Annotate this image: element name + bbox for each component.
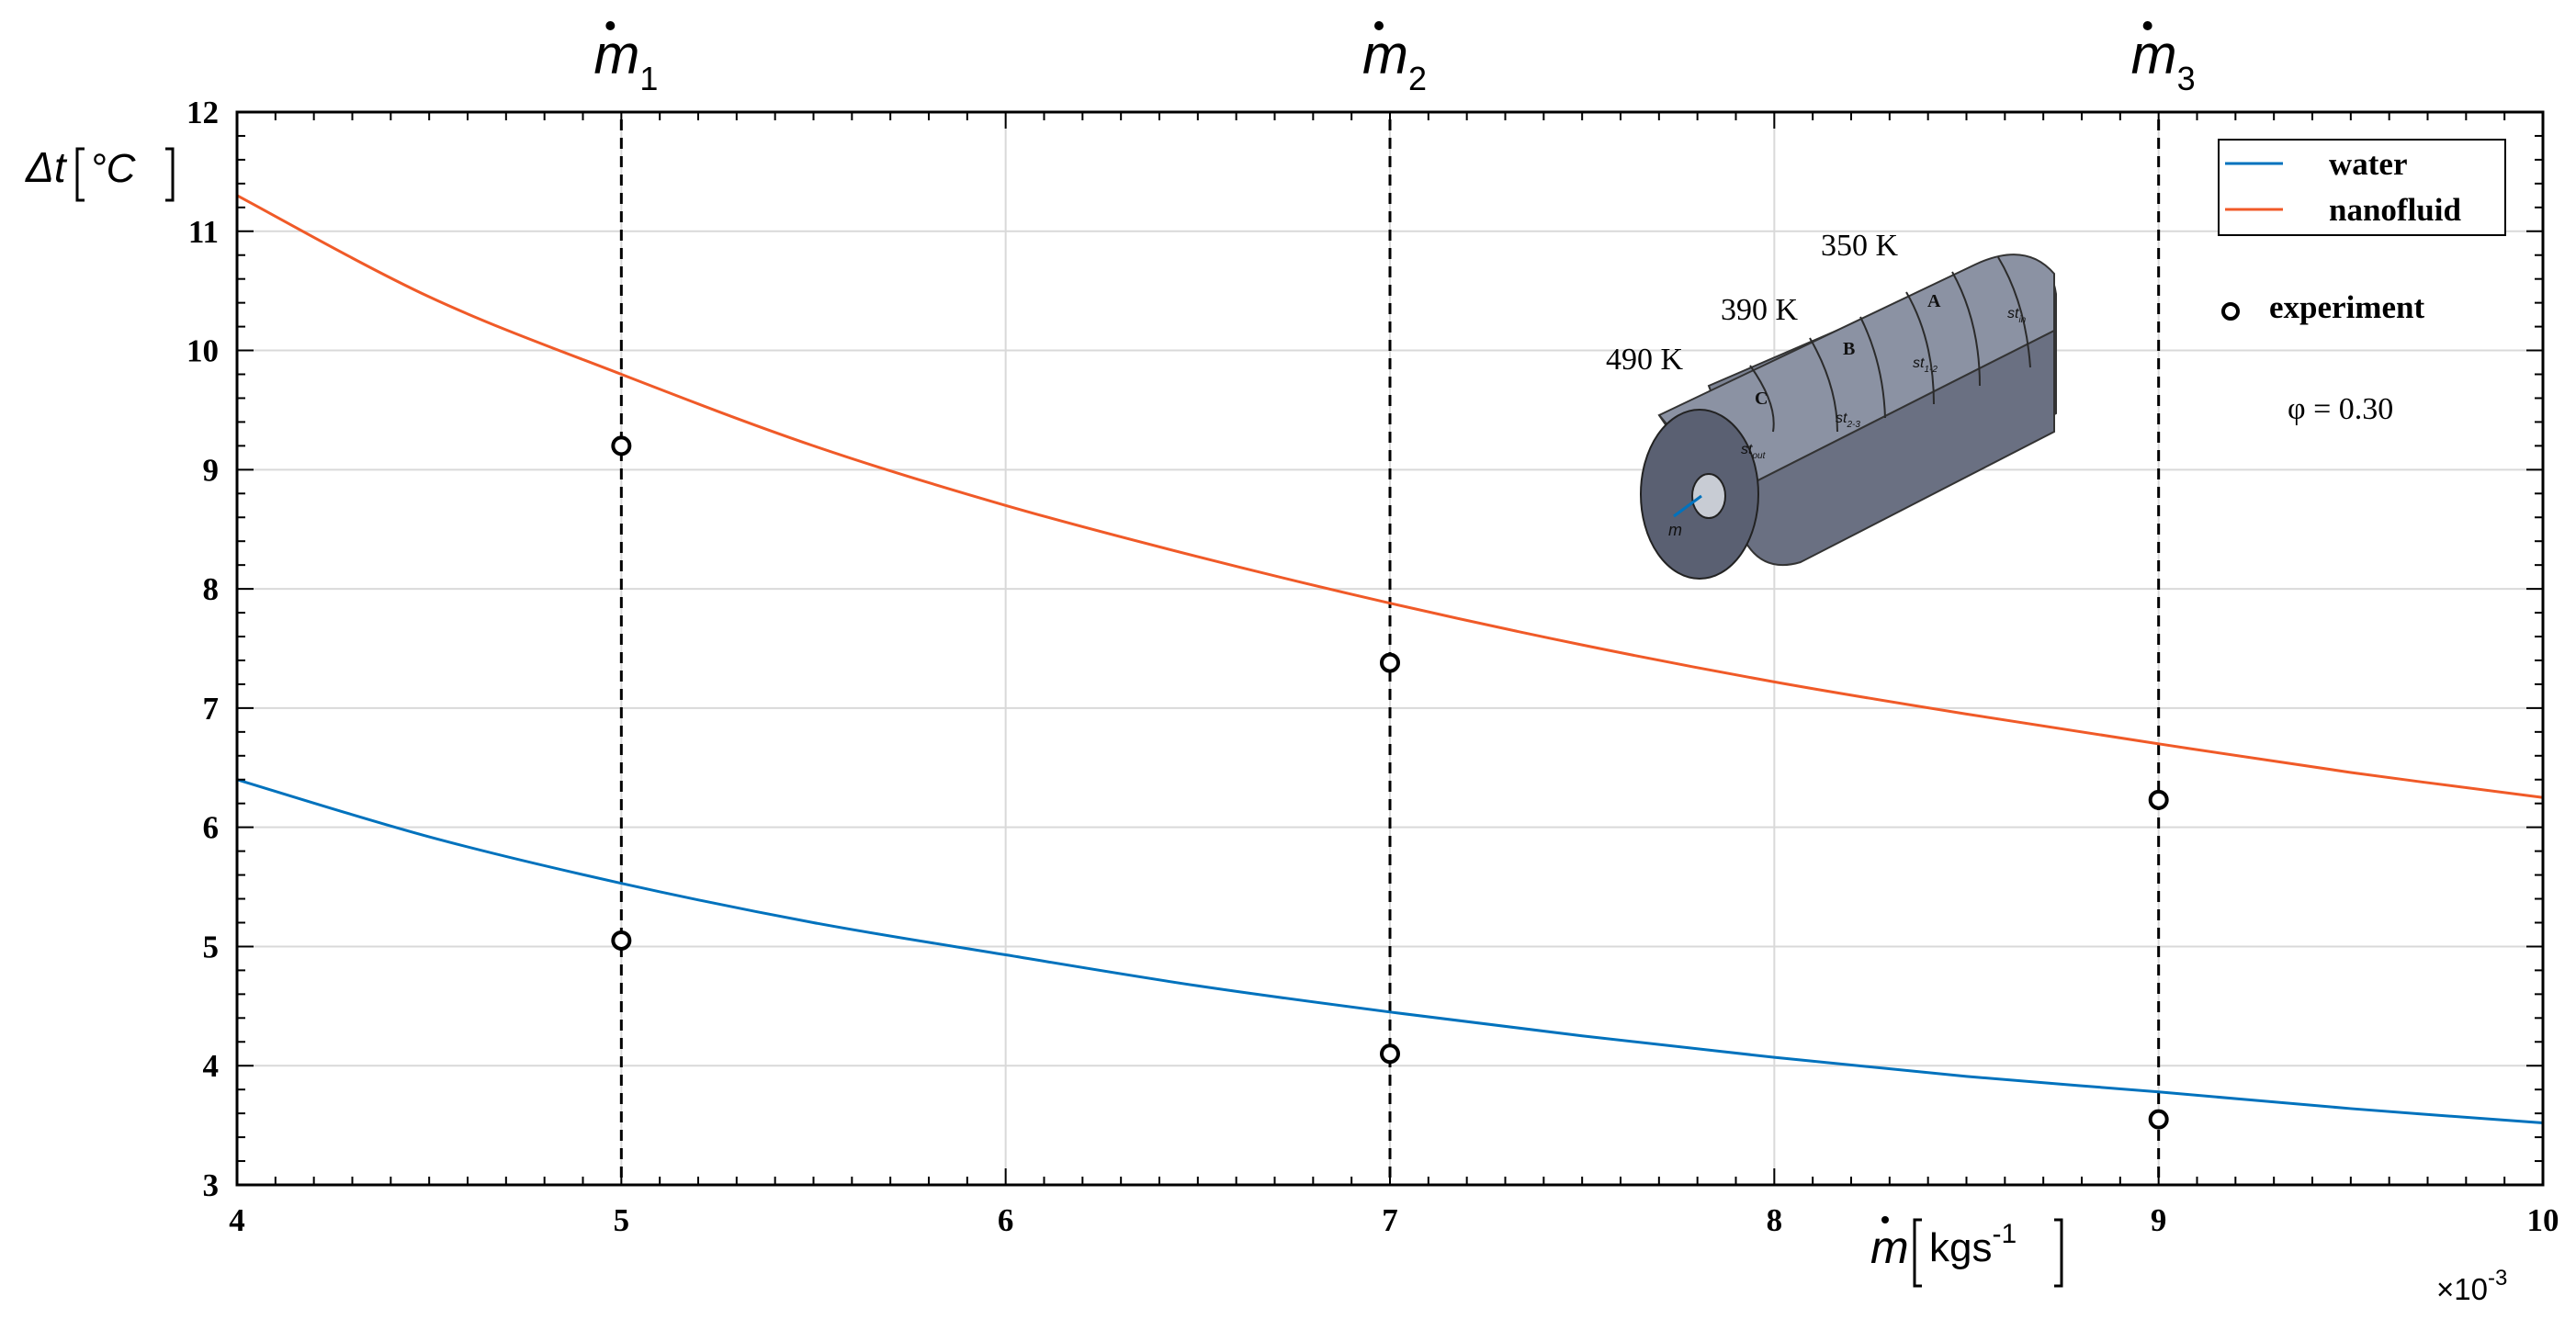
experiment-legend-label: experiment (2269, 289, 2424, 325)
inset-st-23-sub: 2-3 (1846, 420, 1860, 430)
inset-st-12: st1-2 (1913, 355, 1938, 375)
inset-section-C: C (1755, 389, 1768, 409)
inset-st-12-base: st (1913, 355, 1925, 371)
x-tick-label: 9 (2151, 1202, 2167, 1238)
y-tick-label: 10 (186, 333, 219, 369)
phi-annotation: φ = 0.30 (2288, 392, 2393, 426)
inset-rib (1951, 271, 1981, 387)
inset-flow-label: m (1668, 521, 1682, 539)
reference-label-m2: m2 (1362, 24, 1427, 97)
x-tick-label: 6 (998, 1202, 1014, 1238)
inset-st-in-sub: in (2018, 315, 2026, 325)
inset-st-in-base: st (2007, 306, 2019, 321)
y-tick-label: 7 (203, 691, 220, 727)
reference-label-subscript: 2 (1408, 60, 1427, 97)
experiment-point (1380, 652, 1400, 673)
y-axis-label-symbol: Δt (25, 143, 68, 191)
reference-label-m1: m1 (593, 24, 658, 97)
experiment-point (611, 930, 632, 951)
legend: water nanofluid (2218, 139, 2506, 236)
x-axis-label-unit: kgs (1929, 1225, 1992, 1270)
inset-st-out-sub: out (1752, 451, 1766, 461)
x-multiplier: ×10-3 (2436, 1266, 2507, 1306)
experiment-point (611, 435, 632, 457)
inset-st-in: stin (2007, 306, 2027, 325)
y-tick-label: 11 (188, 214, 219, 250)
x-tick-label: 8 (1767, 1202, 1783, 1238)
inset-section-B: B (1843, 339, 1855, 359)
inset-illustration: m A B C stin st1-2 st2-3 stout 350 K 390… (1606, 229, 2057, 580)
x-tick-label: 5 (614, 1202, 630, 1238)
x-tick-labels: 4 5 6 7 8 9 10 (229, 1202, 2559, 1238)
inset-temp-390: 390 K (1721, 293, 1799, 327)
x-tick-label: 4 (229, 1202, 245, 1238)
inset-rib (1859, 316, 1886, 419)
y-tick-label: 3 (203, 1167, 220, 1203)
y-axis-label: Δt °C (25, 143, 175, 202)
y-axis-label-bracket-right (165, 147, 175, 202)
reference-label-subscript: 3 (2177, 60, 2196, 97)
reference-label-dot (605, 21, 616, 30)
experiment-point (2148, 1109, 2169, 1130)
y-tick-label: 5 (203, 929, 220, 964)
experiment-point (2148, 789, 2169, 810)
inset-st-out: stout (1741, 442, 1767, 461)
inset-flow-arrow (1673, 494, 1702, 518)
inset-st-12-sub: 1-2 (1924, 365, 1938, 375)
legend-box (2218, 139, 2506, 236)
y-axis-label-unit: °C (90, 146, 137, 191)
reference-label-dot (2142, 21, 2152, 30)
y-tick-label: 6 (203, 810, 220, 846)
inset-rib (1997, 256, 2031, 368)
inset-st-out-base: st (1741, 442, 1753, 457)
reference-label-subscript: 1 (639, 60, 658, 97)
y-tick-label: 9 (203, 452, 220, 488)
x-tick-label: 7 (1382, 1202, 1398, 1238)
y-tick-label: 12 (186, 95, 219, 130)
y-tick-label: 8 (203, 571, 220, 607)
x-multiplier-exp: -3 (2488, 1266, 2507, 1291)
series-lines (236, 194, 2544, 1125)
reference-label-symbol: m (1362, 24, 1408, 85)
inset-section-A: A (1927, 291, 1941, 311)
experiment-legend-marker (2221, 302, 2240, 321)
x-axis-label-unit-exp: -1 (1992, 1219, 2017, 1249)
y-tick-labels: 3 4 5 6 7 8 9 10 11 12 (186, 95, 219, 1203)
x-axis-label-unit-text: kgs-1 (1929, 1219, 2017, 1270)
inset-front-hole (1691, 473, 1726, 519)
reference-label-symbol: m (593, 24, 639, 85)
inset-cylinder-top (1657, 254, 2055, 498)
y-tick-label: 4 (203, 1048, 220, 1084)
reference-label-m3: m3 (2131, 24, 2196, 97)
inset-temp-490: 490 K (1606, 343, 1684, 377)
series-line-nanofluid (236, 194, 2544, 799)
experiment-point (1380, 1043, 1400, 1065)
y-axis-label-bracket-left (75, 147, 85, 202)
inset-rib (1749, 365, 1775, 433)
x-axis-label-bracket-left (1913, 1218, 1922, 1288)
axis-ticks (236, 111, 2544, 1186)
x-axis-label-symbol: m (1870, 1222, 1909, 1273)
inset-temp-350: 350 K (1821, 229, 1899, 263)
reference-lines: m1 m2 m3 (593, 21, 2196, 1185)
legend-label-water: water (2329, 146, 2408, 182)
reference-label-symbol: m (2131, 24, 2177, 85)
inset-rib (1809, 337, 1838, 433)
x-multiplier-base: ×10 (2436, 1272, 2488, 1306)
inset-st-23: st2-3 (1836, 411, 1860, 430)
x-axis-label: m kgs-1 (1870, 1216, 2063, 1288)
series-line-water (236, 778, 2544, 1125)
x-tick-label: 10 (2527, 1202, 2559, 1238)
x-axis-label-bracket-right (2054, 1218, 2063, 1288)
inset-st-23-base: st (1836, 411, 1847, 426)
experiment-legend: experiment (2221, 289, 2424, 325)
legend-label-nanofluid: nanofluid (2329, 192, 2461, 228)
experiment-points (611, 435, 2169, 1130)
inset-rib (1905, 291, 1935, 405)
x-axis-label-dot (1881, 1216, 1889, 1223)
reference-label-dot (1374, 21, 1384, 30)
